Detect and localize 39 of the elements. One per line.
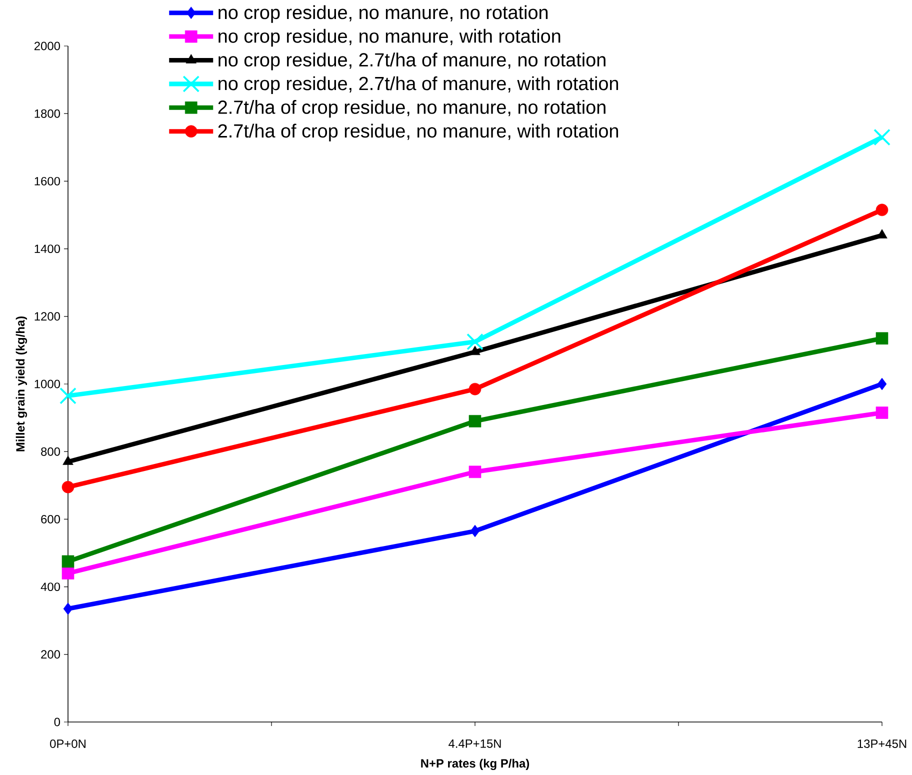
point (63, 602, 73, 615)
point (876, 332, 888, 345)
x-tick-label: 0P+0N (50, 740, 86, 748)
point (62, 567, 74, 580)
y-tick-label: 600 (41, 514, 60, 524)
y-tick-label: 800 (41, 447, 60, 456)
legend-label: no crop residue, no manure, with rotation (218, 28, 560, 47)
legend-label: 2.7t/ha of crop residue, no manure, no rotation (218, 100, 606, 118)
point (877, 378, 887, 390)
x-tick-label: 13P+45N (858, 740, 906, 748)
point (62, 456, 74, 465)
y-tick-label: 1400 (34, 244, 60, 254)
y-tick-label: 1800 (34, 109, 60, 118)
y-tick-label: 200 (41, 650, 60, 659)
point (468, 415, 482, 428)
y-tick-label: 1600 (34, 176, 60, 186)
point (470, 524, 480, 538)
y-tick-label: 400 (40, 582, 60, 592)
legend-label: 2.7t/ha of crop residue, no manure, with rotation (218, 124, 618, 142)
point (60, 388, 76, 404)
y-axis-title: Millet grain yield (kg/ha) (16, 316, 28, 452)
legend-label: no crop residue, 2.7t/ha of manure, with rotation (218, 76, 618, 94)
point (62, 480, 74, 494)
x-tick-label: 4.4P+15N (448, 740, 501, 748)
point (62, 555, 74, 568)
point (874, 129, 890, 146)
y-tick-label: 2000 (34, 42, 60, 50)
y-tick-label: 0 (54, 718, 60, 726)
point (468, 466, 482, 478)
point (876, 204, 888, 216)
y-tick-label: 1000 (34, 380, 60, 388)
point (466, 334, 484, 350)
point (468, 382, 482, 396)
point (876, 406, 888, 419)
legend-label: no crop residue, 2.7t/ha of manure, no rotation (218, 52, 606, 70)
legend-label: no crop residue, no manure, no rotation (218, 5, 548, 23)
x-axis-title: N+P rates (kg P/ha) (421, 758, 530, 770)
point (470, 346, 480, 356)
y-tick-label: 1200 (34, 312, 60, 321)
